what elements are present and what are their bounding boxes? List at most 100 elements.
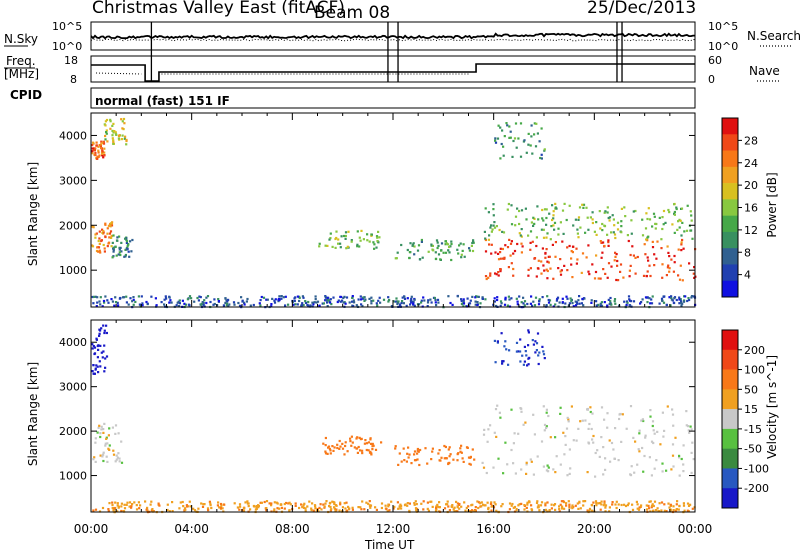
power-cell <box>542 236 546 239</box>
power-cell <box>178 305 181 308</box>
power-cell <box>119 253 122 257</box>
power-cell <box>588 273 591 276</box>
power-cell <box>324 244 327 247</box>
power-cell <box>690 219 693 222</box>
power-cell <box>339 300 342 303</box>
power-cell <box>104 235 107 239</box>
power-cell <box>527 143 530 146</box>
velocity-cell <box>543 429 546 432</box>
velocity-colorbar-band <box>722 448 738 469</box>
velocity-cell <box>388 509 391 512</box>
velocity-cell <box>535 342 539 345</box>
velocity-cell <box>311 502 314 505</box>
velocity-cell <box>360 437 363 440</box>
power-cell <box>132 296 135 299</box>
velocity-ytick-label: 1000 <box>59 470 87 483</box>
power-cell <box>284 295 287 298</box>
power-cell <box>462 305 465 308</box>
velocity-cell <box>114 424 118 427</box>
velocity-cell <box>414 500 417 503</box>
velocity-cell <box>108 448 111 451</box>
power-cell <box>627 295 631 298</box>
power-cell <box>372 241 375 244</box>
velocity-cell <box>458 507 461 510</box>
freq-label-line1: Freq. <box>6 54 36 68</box>
velocity-cell <box>426 507 429 510</box>
power-cell <box>408 256 411 260</box>
velocity-cell <box>604 506 607 509</box>
velocity-cell <box>476 500 479 503</box>
power-cell <box>364 298 367 301</box>
power-cell <box>114 131 117 134</box>
power-cell <box>531 152 534 155</box>
velocity-cell <box>244 501 247 504</box>
power-cell <box>661 276 664 279</box>
power-cell <box>546 260 549 263</box>
velocity-cell <box>674 509 677 512</box>
power-cell <box>103 247 106 250</box>
power-cell <box>311 301 314 304</box>
velocity-cell <box>592 434 595 438</box>
velocity-cell <box>487 428 490 431</box>
velocity-cell <box>650 440 654 443</box>
power-cell <box>510 240 513 243</box>
power-cell <box>666 266 669 269</box>
power-cell <box>487 211 490 214</box>
power-cell <box>556 296 560 299</box>
velocity-cell <box>236 506 239 509</box>
velocity-cell <box>629 473 632 476</box>
velocity-cell <box>333 446 336 449</box>
power-cell <box>93 153 96 156</box>
power-cell <box>199 296 202 299</box>
velocity-cell <box>329 501 332 504</box>
velocity-cell <box>558 510 561 513</box>
velocity-cell <box>394 445 397 448</box>
power-cell <box>597 277 600 280</box>
power-cell <box>94 147 97 150</box>
power-cell <box>104 223 107 226</box>
velocity-cell <box>527 331 530 334</box>
velocity-cell <box>399 503 402 506</box>
power-cell <box>351 295 354 298</box>
power-cell <box>458 244 461 247</box>
velocity-cell <box>393 505 396 508</box>
power-cell <box>688 298 691 302</box>
power-cell <box>109 230 113 233</box>
power-cell <box>100 147 103 150</box>
velocity-cell <box>599 502 602 505</box>
velocity-cell <box>523 345 526 348</box>
velocity-cell <box>692 458 695 461</box>
beam-label: Beam 08 <box>314 3 391 23</box>
power-cell <box>645 238 648 241</box>
velocity-cell <box>648 507 651 510</box>
velocity-cell <box>444 445 447 449</box>
power-cell <box>123 122 126 125</box>
power-cell <box>259 299 262 302</box>
power-cell <box>492 208 495 211</box>
power-cell <box>642 274 646 277</box>
velocity-cell <box>540 501 544 504</box>
velocity-cell <box>120 509 123 513</box>
nsky-tick-top: 10^5 <box>52 20 83 33</box>
velocity-cell <box>489 424 492 427</box>
power-cell <box>278 295 281 298</box>
power-cell <box>670 295 673 298</box>
velocity-cell <box>690 471 693 474</box>
velocity-cell <box>487 507 490 510</box>
power-cell <box>113 130 116 133</box>
power-cell <box>439 258 442 261</box>
power-cell <box>678 278 682 281</box>
velocity-cell <box>392 507 395 510</box>
power-cell <box>121 127 124 130</box>
power-cell <box>160 301 163 304</box>
power-cell <box>484 250 488 253</box>
power-cell <box>668 296 671 299</box>
velocity-cell <box>519 360 522 363</box>
power-cell <box>342 296 345 299</box>
power-cell <box>499 157 502 160</box>
power-cell <box>413 304 416 307</box>
power-cell <box>679 298 682 301</box>
power-cell <box>105 132 108 135</box>
velocity-cell <box>579 420 582 423</box>
velocity-cell <box>246 500 249 503</box>
